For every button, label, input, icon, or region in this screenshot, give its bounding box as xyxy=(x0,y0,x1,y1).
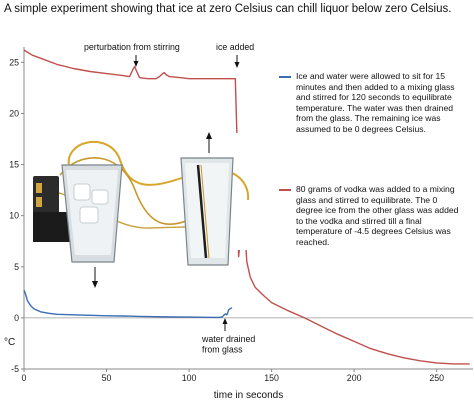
x-tick-label: 250 xyxy=(429,373,444,383)
y-tick-label: 10 xyxy=(9,211,19,221)
arrowhead xyxy=(222,318,228,324)
probe-wire xyxy=(59,157,201,225)
arrowhead xyxy=(206,132,212,139)
y-axis-label: °C xyxy=(4,337,15,348)
legend-text-blue: Ice and water were allowed to sit for 15… xyxy=(296,71,455,134)
arrowhead xyxy=(133,61,139,67)
annotations: perturbation from stirring ice added wat… xyxy=(84,42,255,355)
annotation-ice-added: ice added xyxy=(216,42,254,52)
legend xyxy=(279,76,291,191)
y-tick-label: -5 xyxy=(11,364,19,374)
x-tick-label: 50 xyxy=(102,373,112,383)
arrowhead xyxy=(234,62,240,68)
x-axis-label: time in seconds xyxy=(214,390,283,401)
y-tick-label: 25 xyxy=(9,57,19,67)
annotation-water-drained: water drained from glass xyxy=(201,334,255,355)
x-tick-label: 150 xyxy=(264,373,279,383)
x-tick-label: 200 xyxy=(347,373,362,383)
y-tick-label: 0 xyxy=(14,313,19,323)
x-tick-label: 100 xyxy=(182,373,197,383)
y-tick-label: 20 xyxy=(9,108,19,118)
y-tick-label: 5 xyxy=(14,262,19,272)
arrowhead xyxy=(92,281,98,288)
y-tick-label: 15 xyxy=(9,160,19,170)
x-tick-label: 0 xyxy=(22,373,27,383)
annotation-perturbation: perturbation from stirring xyxy=(84,42,180,52)
probe-wire xyxy=(67,141,250,201)
legend-text-red: 80 grams of vodka was added to a mixing … xyxy=(296,184,459,247)
glasses-photo xyxy=(33,133,271,266)
series-line-blue xyxy=(23,290,233,319)
series-line-red xyxy=(23,49,470,365)
figure-title: A simple experiment showing that ice at … xyxy=(4,3,452,15)
